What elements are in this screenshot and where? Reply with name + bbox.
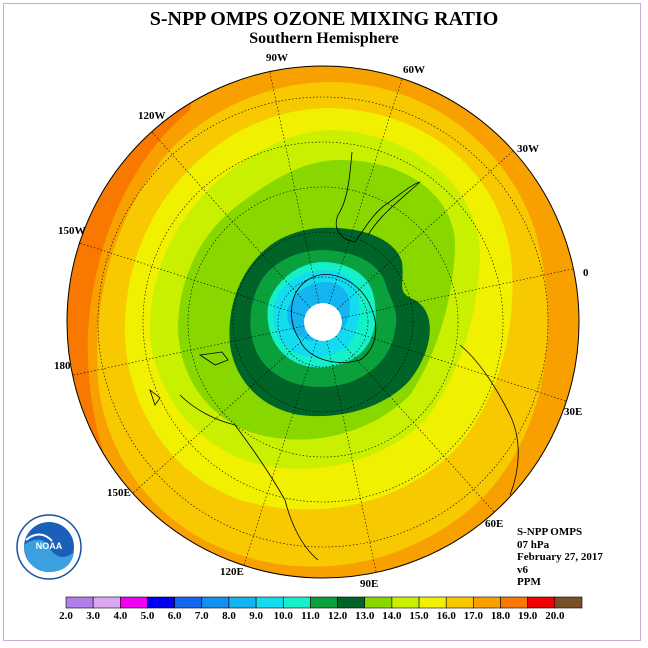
latitude-circle-50s	[142, 141, 504, 503]
latitude-circle-80s	[277, 276, 369, 368]
colorbar-swatch	[120, 596, 148, 609]
colorbar-swatch	[65, 596, 94, 609]
colorbar-tick-label: 14.0	[382, 610, 402, 622]
colorbar-swatch	[337, 596, 366, 609]
lon-label-90e: 90E	[360, 578, 378, 590]
longitude-labels: 90W 60W 30W 0 30E 60E 90E 120E 150E 180 …	[54, 52, 589, 590]
colorbar-swatch	[282, 596, 311, 609]
colorbar-tick-label: 17.0	[464, 610, 484, 622]
polar-gap	[304, 303, 342, 341]
colorbar-tick-label: 20.0	[545, 610, 565, 622]
latitude-circle-40s	[97, 96, 549, 548]
colorbar-swatch	[174, 596, 203, 609]
colorbar-swatch	[554, 596, 583, 609]
meridian-line	[335, 335, 495, 513]
colorbar-tick-label: 13.0	[355, 610, 375, 622]
colorbar-swatch	[418, 596, 447, 609]
colorbar-swatch	[364, 596, 393, 609]
colorbar-tick-label: 5.0	[141, 610, 155, 622]
colorbar-tick-label: 15.0	[409, 610, 429, 622]
lon-label-180: 180	[54, 360, 71, 372]
colorbar-tick-label: 4.0	[113, 610, 127, 622]
colorbar-tick-label: 11.0	[301, 610, 320, 622]
map-subtitle: Southern Hemisphere	[249, 30, 399, 47]
ozone-field	[67, 66, 579, 578]
new-zealand-coast	[198, 351, 229, 366]
meridian-line	[132, 334, 310, 494]
colorbar-swatches	[65, 596, 583, 609]
noaa-logo: NOAA	[16, 514, 82, 580]
colorbar: 2.0 3.0 4.0 5.0 6.0 7.0 8.0 9.0 10.0 11.0 12.0 13.0…	[59, 596, 583, 622]
lon-label-120w: 120W	[138, 110, 166, 122]
colorbar-tick-label: 2.0	[59, 610, 73, 622]
figure-frame	[3, 3, 641, 641]
meridian-line	[151, 131, 311, 309]
colorbar-tick-label: 6.0	[168, 610, 182, 622]
colorbar-swatch	[500, 596, 528, 609]
colorbar-swatch	[92, 596, 121, 609]
lon-label-150e: 150E	[107, 487, 131, 499]
meridian-line	[336, 150, 514, 310]
colorbar-tick-label: 12.0	[328, 610, 348, 622]
lon-label-30e: 30E	[564, 406, 582, 418]
map-title: S-NPP OMPS OZONE MIXING RATIO	[149, 8, 499, 30]
meridian-line	[340, 327, 567, 402]
info-pressure-level: 07 hPa	[517, 538, 550, 551]
meridian-line	[79, 242, 306, 317]
colorbar-tick-label: 7.0	[195, 610, 209, 622]
latitude-circle-70s	[232, 231, 414, 413]
info-instrument: S-NPP OMPS	[517, 526, 583, 538]
colorbar-swatch	[310, 596, 338, 609]
colorbar-swatch	[228, 596, 257, 609]
meridian-line	[243, 339, 318, 566]
meridian-line	[269, 71, 320, 304]
colorbar-swatch	[147, 596, 175, 609]
lon-label-150w: 150W	[58, 225, 86, 237]
latitude-circle-60s	[187, 186, 459, 458]
colorbar-tick-label: 9.0	[249, 610, 263, 622]
map-boundary	[66, 65, 580, 579]
graticule	[72, 71, 574, 573]
colorbar-tick-label: 18.0	[491, 610, 511, 622]
lon-label-0: 0	[583, 267, 589, 279]
antarctic-peninsula-coast	[335, 151, 421, 243]
lon-label-90w: 90W	[266, 52, 288, 64]
colorbar-swatch	[255, 596, 284, 609]
colorbar-swatch	[201, 596, 230, 609]
antarctica-coast	[291, 274, 377, 363]
info-panel: S-NPP OMPS 07 hPa February 27, 2017 v6 P…	[517, 526, 603, 589]
colorbar-ticks: 2.0 3.0 4.0 5.0 6.0 7.0 8.0 9.0 10.0 11.0 12.0 13.0…	[59, 610, 565, 622]
colorbar-swatch	[445, 596, 474, 609]
noaa-logo-text: NOAA	[36, 541, 63, 551]
africa-coast	[459, 344, 519, 496]
meridian-line	[326, 340, 377, 573]
meridian-line	[328, 78, 403, 305]
colorbar-tick-label: 8.0	[222, 610, 236, 622]
lon-label-120e: 120E	[220, 566, 244, 578]
info-version: v6	[517, 563, 528, 576]
colorbar-tick-label: 10.0	[274, 610, 294, 622]
colorbar-swatch	[473, 596, 501, 609]
meridian-line	[72, 325, 305, 376]
info-date: February 27, 2017	[517, 551, 603, 563]
colorbar-tick-label: 3.0	[86, 610, 100, 622]
colorbar-tick-label: 19.0	[518, 610, 538, 622]
lon-label-60w: 60W	[403, 64, 425, 76]
lon-label-60e: 60E	[485, 518, 503, 530]
meridian-line	[341, 268, 574, 319]
colorbar-swatch	[391, 596, 420, 609]
colorbar-swatch	[527, 596, 556, 609]
meridians	[72, 71, 574, 573]
coastlines	[149, 151, 519, 561]
australia-coast	[179, 394, 319, 561]
info-units: PPM	[517, 576, 541, 588]
colorbar-tick-label: 16.0	[437, 610, 457, 622]
lon-label-30w: 30W	[517, 143, 539, 155]
island-coast	[149, 388, 161, 406]
